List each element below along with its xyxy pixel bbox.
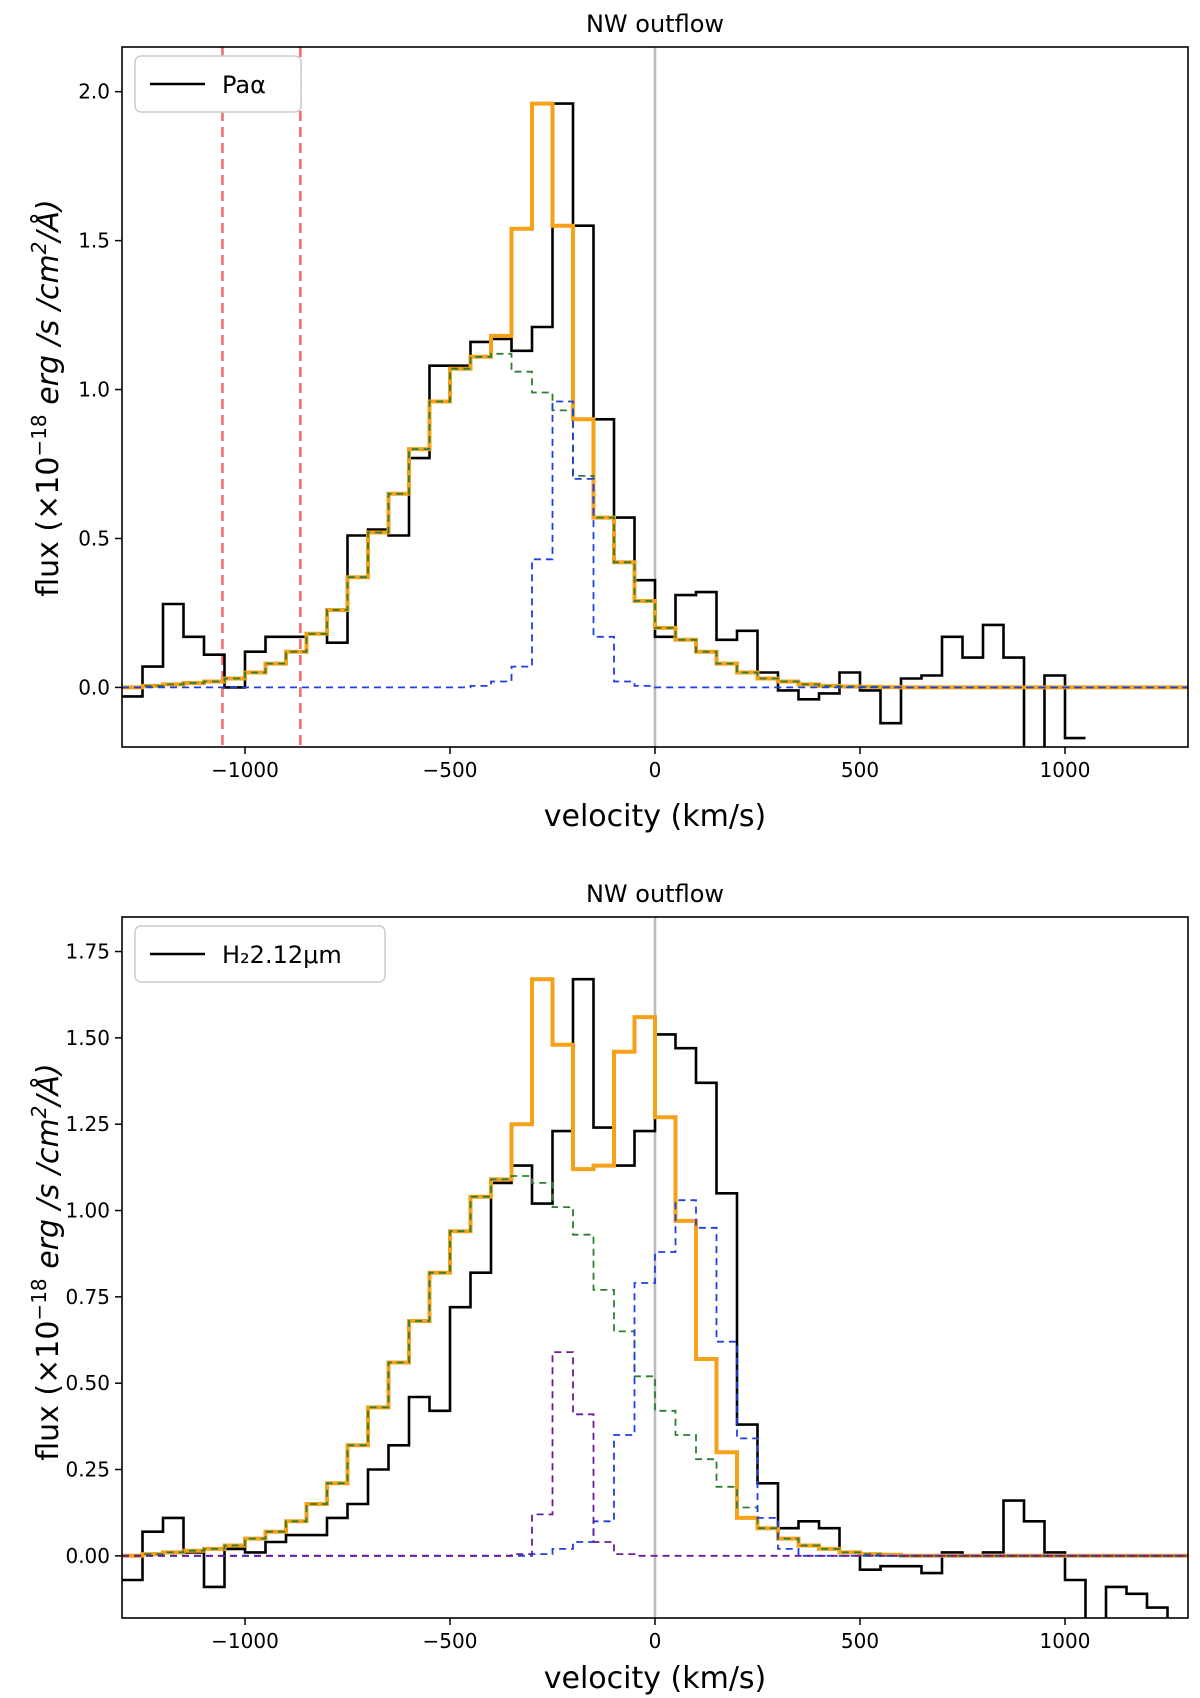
x-axis-label: velocity (km/s) [544, 1661, 767, 1696]
x-tick-label: −1000 [211, 1629, 279, 1653]
x-tick-label: 500 [841, 1629, 879, 1653]
x-tick-label: 1000 [1040, 758, 1091, 782]
series-group [122, 917, 1188, 1618]
y-axis-label: flux (×10−18 erg /s /cm2/Å) [27, 199, 66, 597]
x-tick-label: −1000 [211, 758, 279, 782]
x-tick-label: 0 [649, 1629, 662, 1653]
axis-ticks: −1000 −500 0 500 1000 0.00 0.25 0.50 0.75 1.00 1.2… [65, 940, 1090, 1653]
series-line-1 [122, 977, 1188, 1558]
y-tick-label: 1.75 [65, 940, 110, 964]
legend-box [134, 925, 386, 983]
series-line-0 [122, 102, 1086, 747]
y-axis-label: flux (×10−18 erg /s /cm2/Å) [27, 1063, 66, 1461]
x-tick-label: −500 [423, 758, 478, 782]
axis-ticks: −1000 −500 0 500 1000 0.0 0.5 1.0 1.5 2.0 [78, 80, 1090, 782]
y-tick-label: 0.0 [78, 675, 110, 699]
plot-frame [121, 46, 1189, 748]
y-tick-label: 1.00 [65, 1199, 110, 1223]
series-line-2 [122, 1175, 1188, 1557]
pa-alpha-panel: NW outflow −1000 −500 0 500 1000 0.0 0.5 1.0 1.5… [27, 10, 1189, 834]
legend-box [134, 55, 302, 113]
x-tick-label: 0 [649, 758, 662, 782]
y-tick-label: 1.0 [78, 378, 110, 402]
y-tick-label: 2.0 [78, 80, 110, 104]
legend-label: Paα [222, 71, 266, 99]
legend: H₂2.12μm [134, 925, 386, 983]
panel-title: NW outflow [586, 10, 724, 38]
y-tick-label: 0.25 [65, 1458, 110, 1482]
x-tick-label: −500 [423, 1629, 478, 1653]
series-line-3 [122, 1199, 1188, 1557]
plot-frame [121, 916, 1189, 1619]
series-group [122, 47, 1188, 747]
y-tick-label: 1.25 [65, 1112, 110, 1136]
legend-label: H₂2.12μm [222, 941, 342, 969]
legend: Paα [134, 55, 302, 113]
y-tick-label: 1.5 [78, 229, 110, 253]
panel-title: NW outflow [586, 880, 724, 908]
series-line-4 [122, 1351, 1188, 1557]
y-tick-label: 0.50 [65, 1371, 110, 1395]
y-tick-label: 0.75 [65, 1285, 110, 1309]
y-tick-label: 0.00 [65, 1544, 110, 1568]
h2-panel: NW outflow −1000 −500 0 500 1000 0.00 0.25 0.50… [27, 880, 1189, 1696]
y-tick-label: 1.50 [65, 1026, 110, 1050]
x-axis-label: velocity (km/s) [544, 799, 767, 834]
series-line-3 [122, 400, 1188, 689]
x-tick-label: 500 [841, 758, 879, 782]
y-tick-label: 0.5 [78, 526, 110, 550]
x-tick-label: 1000 [1040, 1629, 1091, 1653]
